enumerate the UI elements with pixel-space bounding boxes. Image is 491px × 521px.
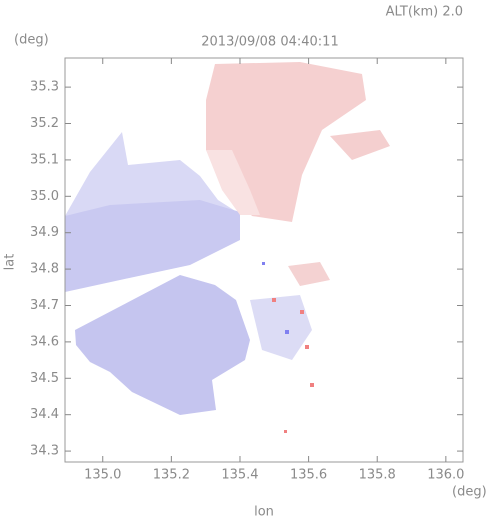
y-tick-label: 34.5 (30, 371, 59, 386)
plot-frame (64, 57, 464, 463)
y-tick-label: 34.4 (30, 407, 59, 422)
x-tick-label: 135.0 (84, 468, 121, 483)
velocity-field (65, 62, 390, 433)
x-axis-label: lon (254, 505, 274, 520)
chart-title: 2013/09/08 04:40:11 (201, 35, 338, 50)
x-tick-label: 135.2 (153, 468, 190, 483)
y-tick-label: 35.2 (30, 116, 59, 131)
y-tick-label: 34.6 (30, 334, 59, 349)
y-tick-label: 34.7 (30, 298, 59, 313)
annotation: ALT(km) 2.0 (386, 5, 463, 20)
y-tick-label: 35.1 (30, 152, 59, 167)
y-tick-label: 35.3 (30, 80, 59, 95)
x-tick-label: 136.0 (427, 468, 464, 483)
y-tick-label: 34.3 (30, 444, 59, 459)
x-tick-label: 135.8 (359, 468, 396, 483)
y-tick-label: 34.9 (30, 225, 59, 240)
y-unit: (deg) (14, 33, 49, 48)
x-tick-label: 135.4 (221, 468, 258, 483)
x-unit: (deg) (452, 485, 487, 500)
y-axis-label: lat (3, 254, 18, 271)
y-tick-label: 35.0 (30, 189, 59, 204)
x-tick-label: 135.6 (290, 468, 327, 483)
y-tick-label: 34.8 (30, 262, 59, 277)
